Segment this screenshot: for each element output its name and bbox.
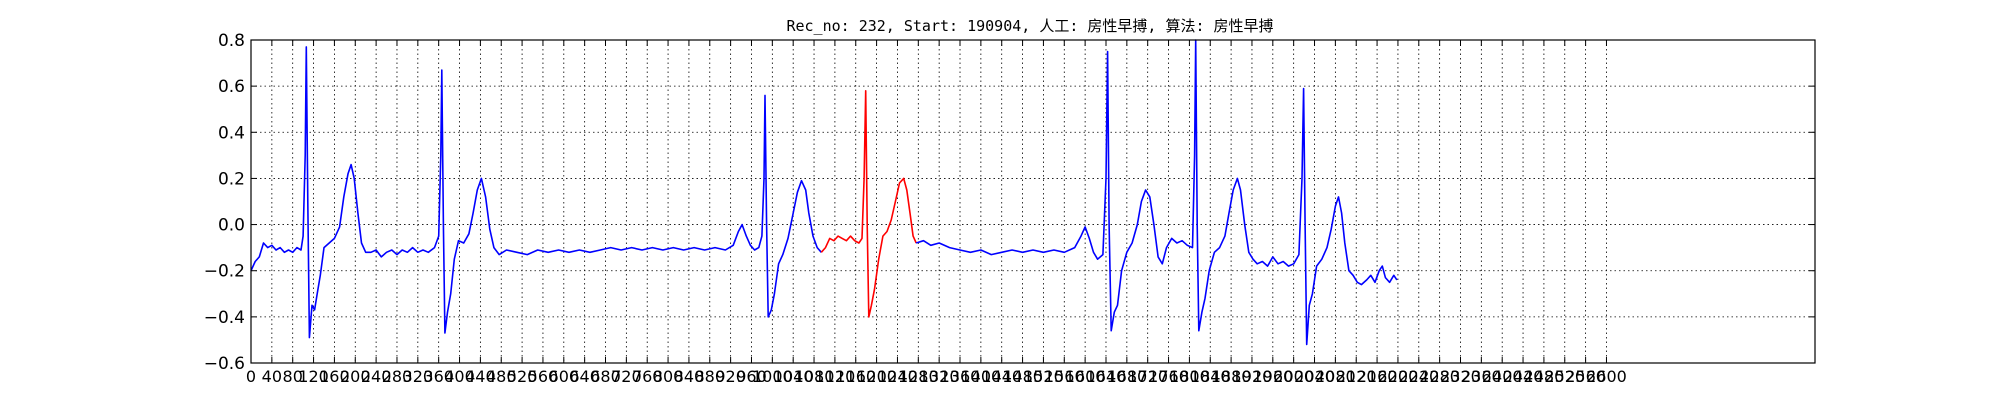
x-tick-label: 0 [246,367,256,386]
x-tick-label: 1240 [877,367,918,386]
x-tick-label: 480 [486,367,517,386]
y-tick-label: 0.4 [218,123,245,143]
x-tick-label: 1640 [1086,367,1127,386]
x-tick-label: 2200 [1378,367,1419,386]
x-tick-label: 600 [549,367,580,386]
x-tick-label: 1720 [1127,367,1168,386]
x-tick-label: 2040 [1294,367,1335,386]
x-tick-label: 1920 [1232,367,1273,386]
x-tick-label: 2080 [1315,367,1356,386]
x-tick-label: 360 [423,367,454,386]
y-tick-label: 0.0 [218,216,245,236]
x-tick-label: 760 [632,367,663,386]
x-tick-label: 2120 [1336,367,1377,386]
x-tick-label: 1440 [981,367,1022,386]
series-layer [250,39,1398,346]
x-tick-label: 2000 [1273,367,1314,386]
x-tick-label: 280 [382,367,413,386]
y-tick-label: −0.6 [204,354,245,374]
x-tick-label: 680 [590,367,621,386]
x-tick-label: 520 [507,367,538,386]
x-tick-label: 120 [298,367,329,386]
y-tick-label: 0.2 [218,169,245,189]
x-tick-label: 320 [403,367,434,386]
x-tick-label: 2280 [1419,367,1460,386]
x-tick-label: 1480 [1002,367,1043,386]
plot-frame [250,39,1816,364]
x-tick-label: 2600 [1586,367,1627,386]
x-tick-label: 440 [465,367,496,386]
x-tick-label: 1000 [752,367,793,386]
x-tick-label: 800 [653,367,684,386]
y-tick-label: 0.6 [218,77,245,97]
x-tick-label: 400 [444,367,475,386]
x-tick-label: 1080 [794,367,835,386]
x-tick-label: 2240 [1398,367,1439,386]
y-tick-label: −0.2 [204,262,245,282]
x-tick-label: 2560 [1565,367,1606,386]
x-tick-label: 560 [528,367,559,386]
x-tick-label: 720 [611,367,642,386]
x-tick-label: 1680 [1106,367,1147,386]
x-tick-label: 960 [736,367,767,386]
x-tick-label: 920 [715,367,746,386]
x-tick-label: 640 [569,367,600,386]
x-tick-label: 1880 [1211,367,1252,386]
x-tick-label: 2440 [1503,367,1544,386]
y-tick-label: 0.8 [218,31,245,51]
x-tick-label: 80 [283,367,303,386]
series-line-0 [250,46,822,339]
series-line-2 [915,39,1398,346]
x-tick-label: 2160 [1357,367,1398,386]
x-tick-label: 40 [262,367,282,386]
x-tick-label: 1200 [856,367,897,386]
x-tick-label: 1560 [1044,367,1085,386]
x-tick-label: 1840 [1190,367,1231,386]
y-tick-label: −0.4 [204,308,245,328]
x-tick-label: 1280 [898,367,939,386]
x-axis: 0 40 8012016020024028032036040044048052056… [246,40,1627,386]
x-tick-label: 1520 [1023,367,1064,386]
x-tick-label: 1160 [835,367,876,386]
x-tick-label: 1760 [1148,367,1189,386]
x-tick-label: 160 [319,367,350,386]
y-axis: −0.6 −0.4 −0.2 0.0 0.2 0.4 0.6 0.8 [204,31,1815,374]
x-tick-label: 1400 [961,367,1002,386]
series-line-1 [820,90,917,318]
x-tick-label: 2320 [1440,367,1481,386]
x-tick-label: 1120 [815,367,856,386]
chart-title: Rec_no: 232, Start: 190904, 人工: 房性早搏, 算法… [786,17,1273,35]
x-tick-label: 2400 [1482,367,1523,386]
x-tick-label: 200 [340,367,371,386]
x-tick-label: 880 [694,367,725,386]
x-tick-label: 2520 [1544,367,1585,386]
x-tick-label: 1360 [940,367,981,386]
x-tick-label: 240 [361,367,392,386]
x-tick-label: 1040 [773,367,814,386]
x-tick-label: 1320 [919,367,960,386]
x-tick-label: 1800 [1169,367,1210,386]
x-tick-label: 1600 [1065,367,1106,386]
x-tick-label: 2360 [1461,367,1502,386]
x-tick-label: 840 [674,367,705,386]
x-tick-label: 1960 [1252,367,1293,386]
x-tick-label: 2480 [1524,367,1565,386]
